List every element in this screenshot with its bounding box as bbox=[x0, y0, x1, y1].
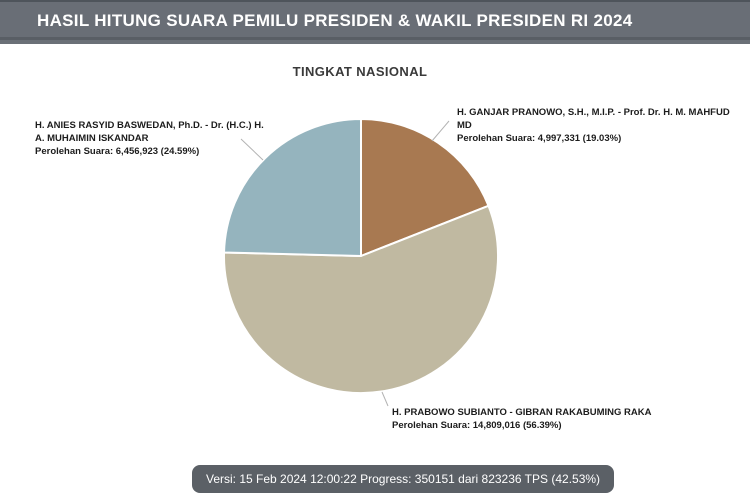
status-text: Versi: 15 Feb 2024 12:00:22 Progress: 35… bbox=[206, 472, 601, 486]
pie-slice-0[interactable] bbox=[360, 117, 490, 257]
status-badge: Versi: 15 Feb 2024 12:00:22 Progress: 35… bbox=[192, 465, 615, 493]
pie-slice-2[interactable] bbox=[223, 117, 362, 257]
candidate-name: H. GANJAR PRANOWO, S.H., M.I.P. - Prof. … bbox=[457, 107, 730, 131]
chart-title: TINGKAT NASIONAL bbox=[292, 64, 428, 79]
pie-slice-1[interactable] bbox=[223, 204, 499, 394]
candidate-name-line2: A. MUHAIMIN ISKANDAR bbox=[35, 133, 149, 144]
candidate-name: H. ANIES RASYID BASWEDAN, Ph.D. - Dr. (H… bbox=[35, 120, 264, 131]
pie-chart[interactable] bbox=[222, 117, 500, 395]
vote-count: Perolehan Suara: 4,997,331 (19.03%) bbox=[457, 133, 622, 144]
slice-label-prabowo: H. PRABOWO SUBIANTO - GIBRAN RAKABUMING … bbox=[392, 406, 692, 432]
vote-count: Perolehan Suara: 14,809,016 (56.39%) bbox=[392, 420, 562, 431]
candidate-name: H. PRABOWO SUBIANTO - GIBRAN RAKABUMING … bbox=[392, 407, 652, 418]
vote-count: Perolehan Suara: 6,456,923 (24.59%) bbox=[35, 146, 200, 157]
page-title: HASIL HITUNG SUARA PEMILU PRESIDEN & WAK… bbox=[37, 10, 633, 30]
slice-label-anies: H. ANIES RASYID BASWEDAN, Ph.D. - Dr. (H… bbox=[35, 119, 305, 158]
header-bar: HASIL HITUNG SUARA PEMILU PRESIDEN & WAK… bbox=[0, 0, 750, 44]
slice-label-ganjar: H. GANJAR PRANOWO, S.H., M.I.P. - Prof. … bbox=[457, 106, 747, 145]
